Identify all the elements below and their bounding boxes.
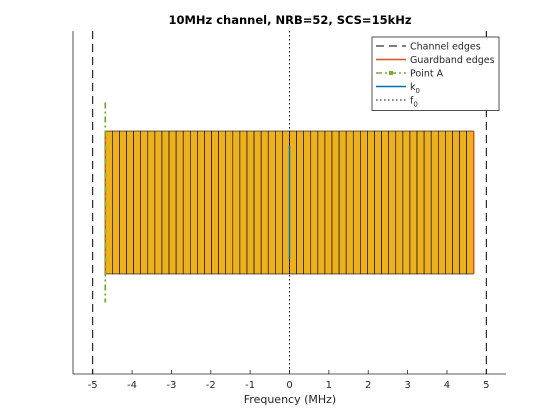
resource-block [168,130,177,275]
x-tick-label: -5 [88,380,98,391]
x-tick-label: 3 [404,380,410,391]
resource-block [232,130,241,275]
x-tick-label: 4 [444,380,450,391]
resource-block [402,130,411,275]
legend-label: Channel edges [410,42,481,53]
resource-block [374,130,382,275]
resource-block [338,130,347,275]
legend-label-subscript: 0 [416,87,420,95]
resource-block [437,130,446,275]
resource-block [126,130,134,275]
resource-block [360,130,368,275]
resource-block [175,130,184,275]
x-tick-label: -4 [127,380,137,391]
legend-label-subscript: 0 [413,101,417,109]
resource-block [352,130,361,275]
resource-block [452,130,460,275]
legend-label: Guardband edges [410,55,495,66]
resource-block [345,130,354,275]
x-tick-label: 2 [365,380,371,391]
resource-block [275,130,283,275]
resource-block [104,130,113,275]
resource-block [154,130,163,275]
x-axis-label: Frequency (MHz) [244,393,336,406]
resource-block [409,130,418,275]
resource-block [182,130,191,275]
resource-block [282,130,290,275]
resource-block [317,130,326,275]
x-tick-label: -2 [206,380,216,391]
resource-block [161,130,170,275]
resource-block [140,130,149,275]
resource-block [430,130,439,275]
resource-block [119,130,127,275]
x-tick-label: -1 [245,380,255,391]
resource-block [147,130,156,275]
x-tick-label: 1 [326,380,332,391]
resource-block [225,130,234,275]
resource-block [246,130,255,275]
resource-block [253,130,262,275]
chart-title: 10MHz channel, NRB=52, SCS=15kHz [168,13,411,27]
legend-label: Point A [410,69,444,80]
resource-block [296,130,304,275]
resource-block [133,130,142,275]
plot-area: -5 -4 -3 -2 -1 0 1 2 3 4 5 [72,31,506,391]
resource-block [197,130,205,275]
resource-block [260,130,269,275]
resource-block [388,130,397,275]
resource-block [416,130,425,275]
resource-block [267,130,276,275]
x-tick-label: 0 [286,380,292,391]
resource-block [466,130,475,275]
resource-block [112,130,120,275]
resource-block [367,130,375,275]
resource-block [289,130,297,275]
resource-block [303,130,312,275]
x-tick-label: 5 [483,380,489,391]
legend-label: f0 [410,96,418,109]
resource-block [324,130,333,275]
resource-block [218,130,227,275]
resource-block [395,130,404,275]
resource-block [190,130,198,275]
legend-marker [389,71,393,75]
resource-block [211,130,219,275]
x-tick-label: -3 [166,380,176,391]
resource-block [423,130,432,275]
legend-label: k0 [410,82,420,95]
resource-block [310,130,319,275]
resource-block [381,130,389,275]
resource-block [459,130,467,275]
resource-block [445,130,453,275]
resource-block [239,130,248,275]
resource-block [204,130,212,275]
resource-block [331,130,340,275]
